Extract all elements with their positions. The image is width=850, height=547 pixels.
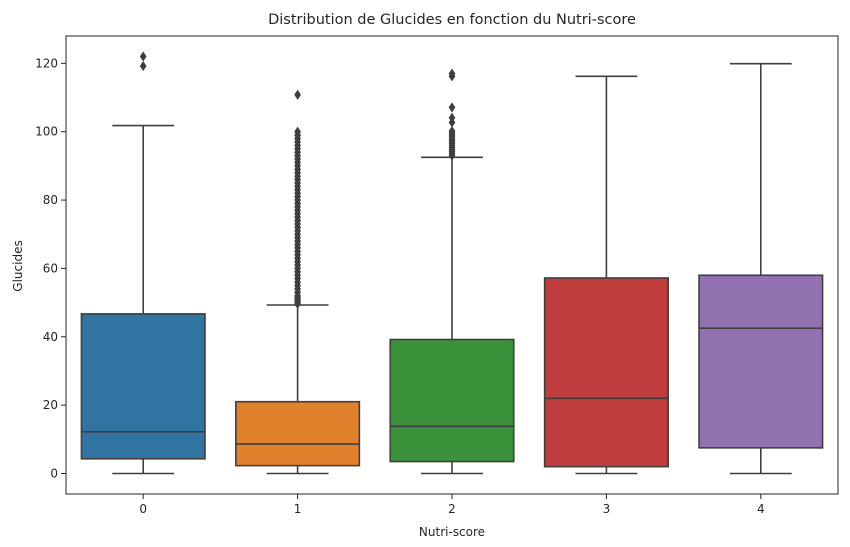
box-3 (543, 277, 669, 468)
y-tick-label: 120 (35, 56, 58, 70)
y-axis-label: Glucides (11, 240, 25, 291)
y-tick-label: 40 (43, 330, 58, 344)
y-tick-label: 20 (43, 398, 58, 412)
box-2 (389, 338, 515, 463)
box-4 (698, 274, 824, 449)
x-tick-label: 1 (294, 502, 302, 516)
outlier-point (448, 102, 456, 113)
x-tick-label: 4 (757, 502, 765, 516)
x-tick-label: 3 (603, 502, 611, 516)
y-tick-label: 100 (35, 125, 58, 139)
outlier-point (448, 125, 456, 137)
outlier-point (448, 68, 456, 79)
outlier-point (139, 61, 147, 72)
plot-area: 0 20 40 60 80 100 120 0 1 2 3 4 (35, 35, 839, 516)
outlier-point (294, 89, 301, 100)
x-tick-label: 0 (139, 502, 147, 516)
chart-title: Distribution de Glucides en fonction du … (268, 12, 636, 28)
y-tick-label: 60 (43, 261, 58, 275)
x-axis-label: Nutri-score (419, 525, 485, 539)
x-tick-label: 2 (448, 502, 456, 516)
y-tick-label: 80 (43, 193, 58, 207)
plot-frame (65, 35, 839, 495)
outlier-point (448, 112, 456, 123)
outlier-point (294, 126, 301, 137)
outlier-point (139, 51, 147, 62)
box-1 (235, 400, 361, 467)
y-tick-label: 0 (50, 466, 58, 480)
box-0 (80, 313, 206, 460)
